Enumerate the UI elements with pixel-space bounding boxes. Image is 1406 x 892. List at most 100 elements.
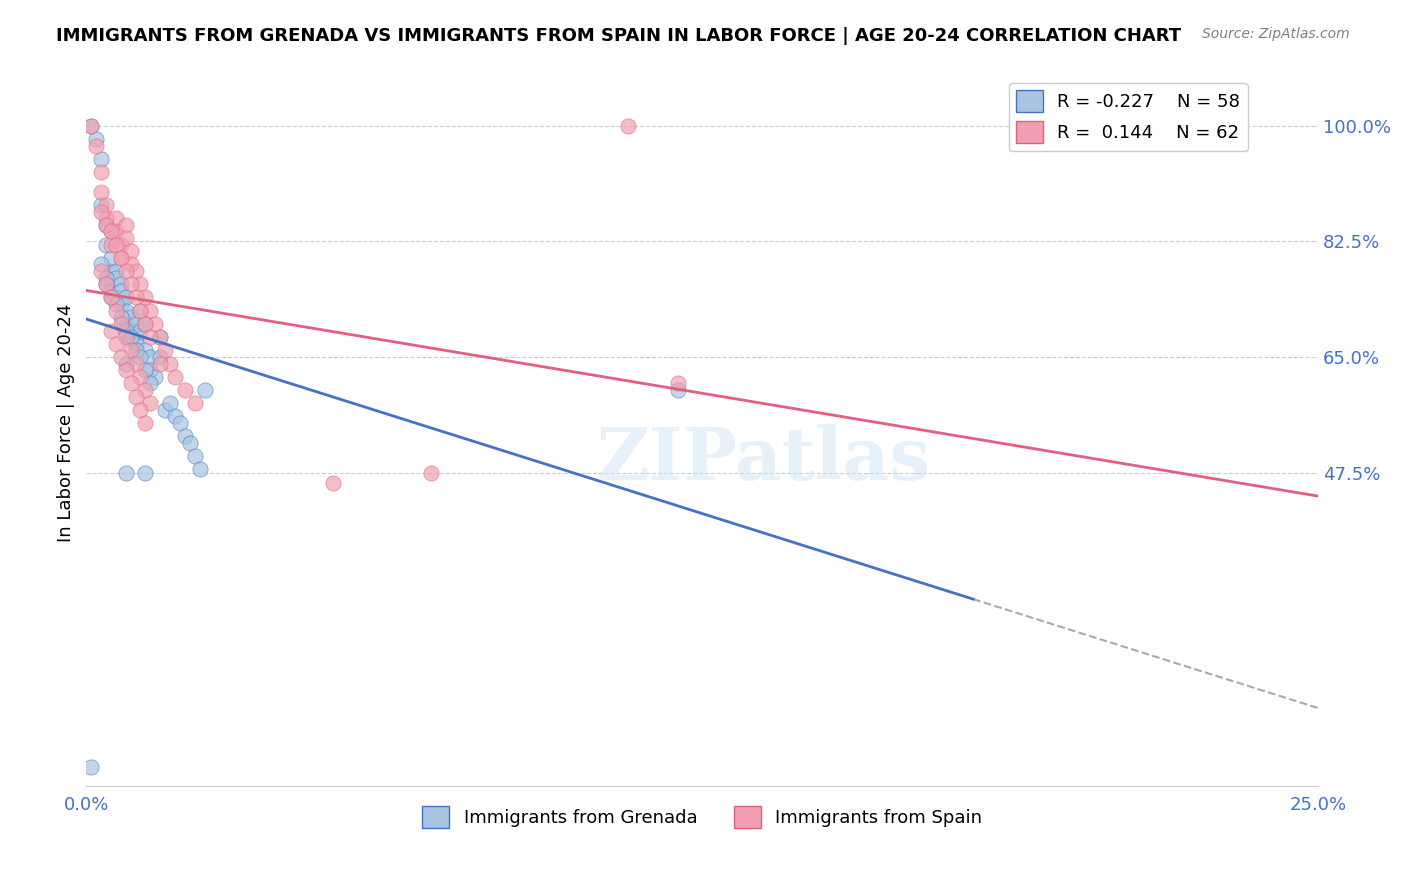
Point — [90, 204, 112, 219]
Point — [90, 264, 112, 278]
Point — [120, 244, 142, 259]
Point — [420, 466, 443, 480]
Point — [120, 277, 142, 292]
Point — [129, 303, 152, 318]
Point — [124, 357, 146, 371]
Point — [100, 251, 122, 265]
Point — [149, 330, 172, 344]
Point — [617, 119, 640, 133]
Point — [94, 198, 117, 212]
Point — [100, 291, 122, 305]
Point — [124, 336, 146, 351]
Point — [90, 165, 112, 179]
Point — [104, 237, 127, 252]
Point — [94, 211, 117, 226]
Point — [100, 324, 122, 338]
Point — [134, 383, 156, 397]
Point — [129, 350, 152, 364]
Point — [114, 303, 136, 318]
Point — [94, 218, 117, 232]
Point — [80, 119, 103, 133]
Point — [90, 185, 112, 199]
Point — [80, 119, 103, 133]
Point — [159, 396, 181, 410]
Point — [129, 369, 152, 384]
Point — [124, 330, 146, 344]
Point — [104, 224, 127, 238]
Point — [104, 297, 127, 311]
Point — [114, 231, 136, 245]
Point — [129, 277, 152, 292]
Point — [80, 759, 103, 773]
Point — [110, 350, 132, 364]
Point — [94, 218, 117, 232]
Point — [134, 317, 156, 331]
Point — [120, 343, 142, 358]
Point — [114, 264, 136, 278]
Point — [120, 376, 142, 391]
Point — [114, 291, 136, 305]
Point — [110, 297, 132, 311]
Point — [94, 277, 117, 292]
Point — [124, 264, 146, 278]
Point — [104, 270, 127, 285]
Point — [114, 218, 136, 232]
Point — [159, 357, 181, 371]
Point — [104, 303, 127, 318]
Point — [110, 251, 132, 265]
Point — [188, 462, 211, 476]
Point — [139, 330, 162, 344]
Point — [322, 475, 344, 490]
Point — [124, 317, 146, 331]
Point — [110, 284, 132, 298]
Point — [143, 317, 166, 331]
Legend: Immigrants from Grenada, Immigrants from Spain: Immigrants from Grenada, Immigrants from… — [415, 799, 990, 836]
Point — [153, 402, 176, 417]
Point — [94, 237, 117, 252]
Point — [666, 376, 689, 391]
Point — [120, 257, 142, 271]
Point — [94, 270, 117, 285]
Point — [193, 383, 215, 397]
Point — [90, 198, 112, 212]
Point — [143, 369, 166, 384]
Point — [110, 277, 132, 292]
Point — [100, 237, 122, 252]
Text: IMMIGRANTS FROM GRENADA VS IMMIGRANTS FROM SPAIN IN LABOR FORCE | AGE 20-24 CORR: IMMIGRANTS FROM GRENADA VS IMMIGRANTS FR… — [56, 27, 1181, 45]
Point — [110, 237, 132, 252]
Y-axis label: In Labor Force | Age 20-24: In Labor Force | Age 20-24 — [58, 304, 75, 542]
Point — [163, 369, 186, 384]
Point — [114, 357, 136, 371]
Point — [129, 324, 152, 338]
Point — [139, 350, 162, 364]
Point — [169, 416, 191, 430]
Point — [114, 330, 136, 344]
Point — [153, 343, 176, 358]
Point — [104, 264, 127, 278]
Point — [120, 330, 142, 344]
Point — [139, 303, 162, 318]
Point — [149, 330, 172, 344]
Point — [173, 383, 195, 397]
Point — [149, 350, 172, 364]
Point — [90, 257, 112, 271]
Text: ZIPatlas: ZIPatlas — [596, 424, 931, 495]
Point — [179, 435, 201, 450]
Point — [134, 416, 156, 430]
Point — [666, 383, 689, 397]
Point — [100, 224, 122, 238]
Point — [139, 396, 162, 410]
Text: Source: ZipAtlas.com: Source: ZipAtlas.com — [1202, 27, 1350, 41]
Point — [90, 152, 112, 166]
Point — [104, 211, 127, 226]
Point — [114, 324, 136, 338]
Point — [129, 402, 152, 417]
Point — [84, 132, 107, 146]
Point — [124, 291, 146, 305]
Point — [94, 277, 117, 292]
Point — [114, 363, 136, 377]
Point — [100, 284, 122, 298]
Point — [114, 466, 136, 480]
Point — [100, 291, 122, 305]
Point — [120, 310, 142, 325]
